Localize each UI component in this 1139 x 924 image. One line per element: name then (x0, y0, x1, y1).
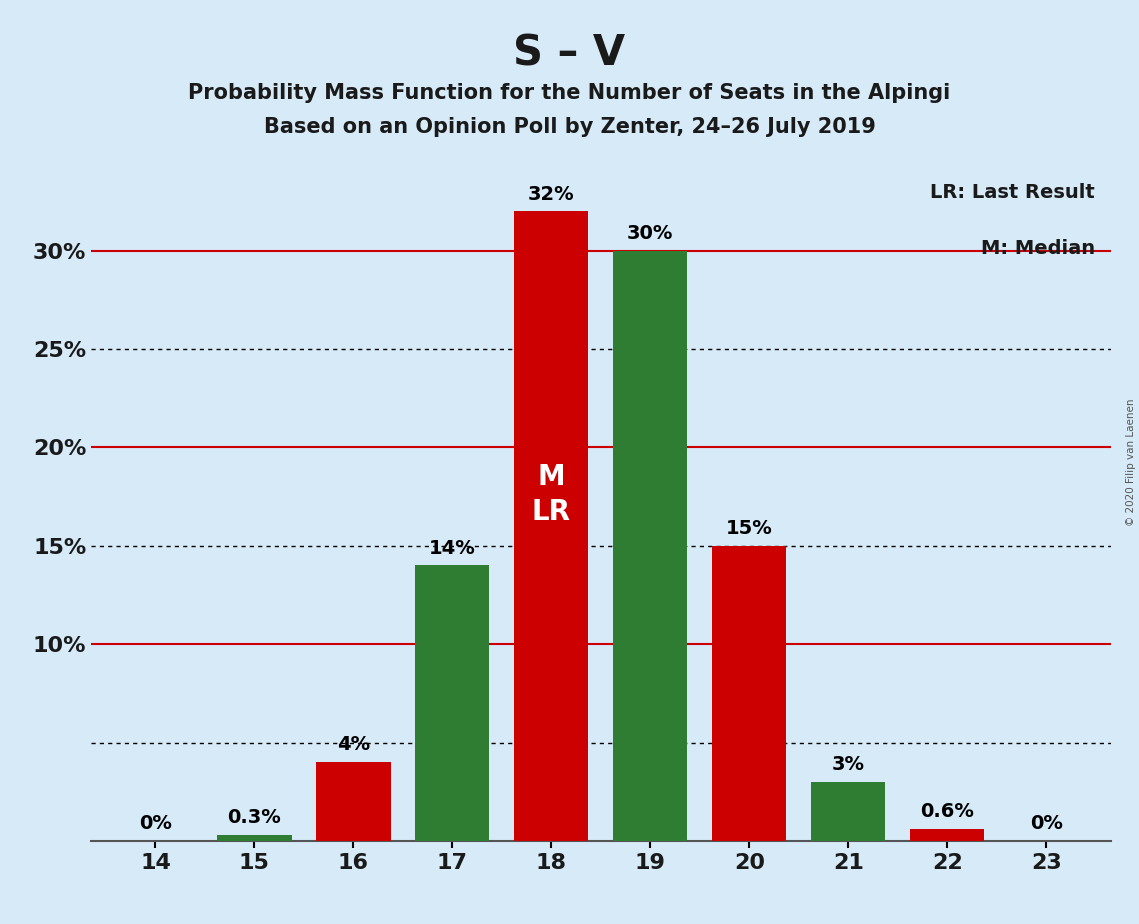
Text: LR: Last Result: LR: Last Result (931, 184, 1096, 202)
Text: M
LR: M LR (532, 463, 571, 526)
Text: 4%: 4% (337, 736, 370, 754)
Text: Probability Mass Function for the Number of Seats in the Alpingi: Probability Mass Function for the Number… (188, 83, 951, 103)
Text: © 2020 Filip van Laenen: © 2020 Filip van Laenen (1126, 398, 1136, 526)
Text: 15%: 15% (726, 519, 772, 538)
Text: 0%: 0% (139, 814, 172, 833)
Text: 0.3%: 0.3% (228, 808, 281, 827)
Text: Based on an Opinion Poll by Zenter, 24–26 July 2019: Based on an Opinion Poll by Zenter, 24–2… (263, 117, 876, 138)
Bar (317, 762, 391, 841)
Text: 32%: 32% (528, 185, 575, 203)
Text: 3%: 3% (831, 755, 865, 774)
Bar (613, 250, 688, 841)
Text: M: Median: M: Median (981, 238, 1096, 258)
Text: 0.6%: 0.6% (920, 802, 974, 821)
Text: 14%: 14% (429, 539, 476, 557)
Bar (712, 546, 786, 841)
Bar (218, 835, 292, 841)
Text: S – V: S – V (514, 32, 625, 74)
Text: 30%: 30% (628, 224, 673, 243)
Bar (811, 782, 885, 841)
Text: 0%: 0% (1030, 814, 1063, 833)
Bar (910, 829, 984, 841)
Bar (416, 565, 490, 841)
Bar (514, 212, 589, 841)
